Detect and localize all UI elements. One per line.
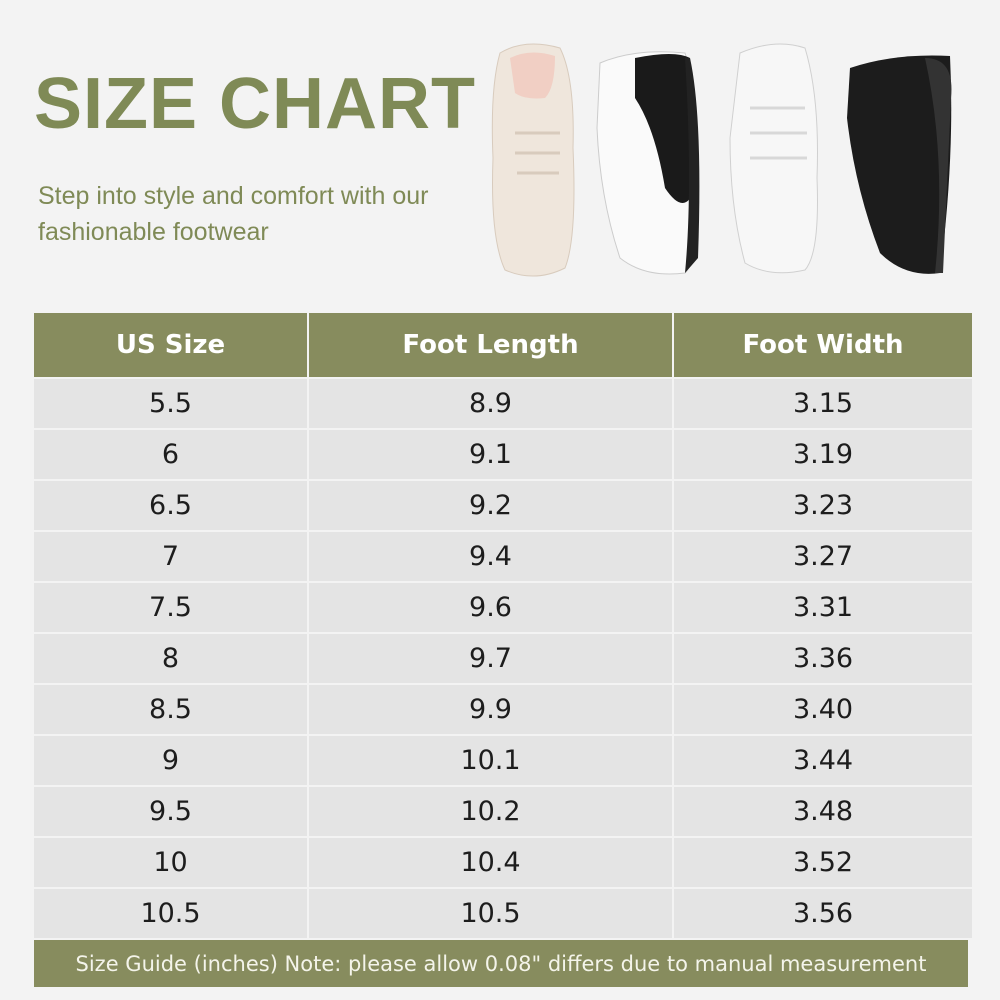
table-row: 6.5 9.2 3.23	[34, 481, 972, 530]
foot-width-cell: 3.56	[674, 889, 972, 938]
foot-width-cell: 3.44	[674, 736, 972, 785]
column-header-us-size: US Size	[34, 313, 307, 377]
us-size-cell: 7.5	[34, 583, 307, 632]
foot-length-cell: 10.1	[309, 736, 672, 785]
us-size-cell: 8	[34, 634, 307, 683]
foot-length-cell: 9.6	[309, 583, 672, 632]
foot-width-cell: 3.52	[674, 838, 972, 887]
foot-length-cell: 9.2	[309, 481, 672, 530]
black-white-sneaker	[596, 51, 700, 275]
page-title: SIZE CHART	[34, 64, 476, 144]
table-row: 5.5 8.9 3.15	[34, 379, 972, 428]
size-chart-table: US Size Foot Length Foot Width 5.5 8.9 3.1…	[34, 313, 972, 987]
us-size-cell: 10.5	[34, 889, 307, 938]
us-size-cell: 9	[34, 736, 307, 785]
column-header-foot-width: Foot Width	[674, 313, 972, 377]
foot-length-cell: 8.9	[309, 379, 672, 428]
foot-width-cell: 3.23	[674, 481, 972, 530]
table-row: 9 10.1 3.44	[34, 736, 972, 785]
us-size-cell: 6.5	[34, 481, 307, 530]
beige-sneaker	[491, 43, 575, 277]
table-row: 7 9.4 3.27	[34, 532, 972, 581]
foot-width-cell: 3.15	[674, 379, 972, 428]
foot-length-cell: 9.1	[309, 430, 672, 479]
table-row: 8 9.7 3.36	[34, 634, 972, 683]
foot-width-cell: 3.36	[674, 634, 972, 683]
table-row: 9.5 10.2 3.48	[34, 787, 972, 836]
table-header-row: US Size Foot Length Foot Width	[34, 313, 972, 377]
foot-length-cell: 10.5	[309, 889, 672, 938]
black-sneaker	[847, 55, 952, 274]
us-size-cell: 10	[34, 838, 307, 887]
us-size-cell: 5.5	[34, 379, 307, 428]
column-header-foot-length: Foot Length	[309, 313, 672, 377]
size-guide-note: Size Guide (inches) Note: please allow 0…	[34, 940, 968, 987]
foot-length-cell: 9.7	[309, 634, 672, 683]
foot-length-cell: 9.9	[309, 685, 672, 734]
table-row: 6 9.1 3.19	[34, 430, 972, 479]
product-image-sneakers	[491, 43, 952, 277]
table-row: 8.5 9.9 3.40	[34, 685, 972, 734]
us-size-cell: 6	[34, 430, 307, 479]
us-size-cell: 8.5	[34, 685, 307, 734]
foot-width-cell: 3.31	[674, 583, 972, 632]
us-size-cell: 7	[34, 532, 307, 581]
foot-width-cell: 3.27	[674, 532, 972, 581]
foot-width-cell: 3.48	[674, 787, 972, 836]
foot-width-cell: 3.40	[674, 685, 972, 734]
foot-length-cell: 10.4	[309, 838, 672, 887]
table-row: 10 10.4 3.52	[34, 838, 972, 887]
us-size-cell: 9.5	[34, 787, 307, 836]
foot-width-cell: 3.19	[674, 430, 972, 479]
foot-length-cell: 9.4	[309, 532, 672, 581]
foot-length-cell: 10.2	[309, 787, 672, 836]
table-row: 7.5 9.6 3.31	[34, 583, 972, 632]
subtitle: Step into style and comfort with our fas…	[38, 182, 429, 246]
table-row: 10.5 10.5 3.56	[34, 889, 972, 938]
white-sneaker	[729, 43, 818, 274]
